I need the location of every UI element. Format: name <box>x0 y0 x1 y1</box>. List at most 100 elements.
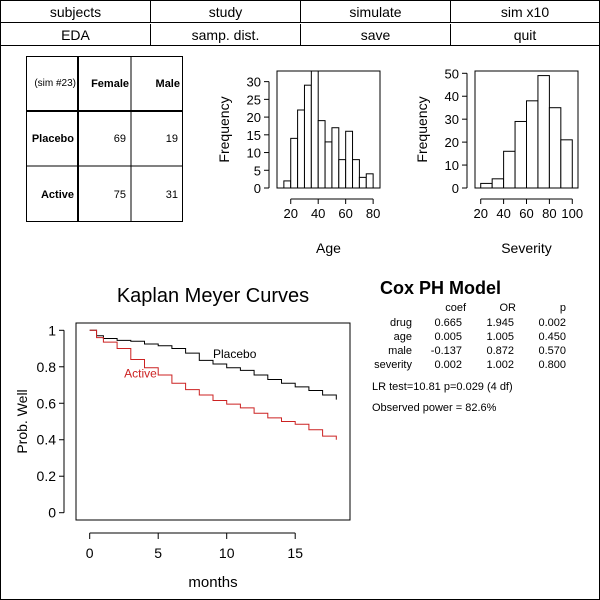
save-button[interactable]: save <box>301 24 451 46</box>
contingency-table-grid <box>26 56 183 222</box>
histogram-bar <box>560 139 573 189</box>
x-tick-label: 10 <box>219 545 235 561</box>
x-tick-label: 0 <box>86 545 94 561</box>
cox-cell: 0.570 <box>538 345 566 357</box>
cox-cell: 1.002 <box>486 359 514 371</box>
histogram-bar <box>290 137 299 189</box>
histogram-bar <box>537 75 550 189</box>
cox-header-coef: coef <box>445 302 466 314</box>
cox-model-title: Cox PH Model <box>380 278 502 298</box>
histogram-bar <box>491 178 505 189</box>
cox-cell: 0.800 <box>538 359 566 371</box>
cox-cell: 0.665 <box>434 317 462 329</box>
cox-cell: 0.002 <box>434 359 462 371</box>
cox-header-or: OR <box>499 302 517 314</box>
km-title: Kaplan Meyer Curves <box>117 285 309 307</box>
y-tick-label: 0.4 <box>37 432 57 448</box>
x-tick-label: 60 <box>519 206 533 221</box>
histogram-bar <box>331 127 340 189</box>
histogram-bar <box>310 70 319 189</box>
histogram-bar <box>297 109 305 189</box>
histogram-bar <box>338 159 347 189</box>
x-axis-label: Severity <box>501 240 552 256</box>
y-tick-label: 30 <box>247 75 261 90</box>
y-tick-label: 25 <box>247 92 261 107</box>
y-tick-label: 10 <box>445 158 459 173</box>
cox-cell: 0.002 <box>538 317 566 329</box>
x-tick-label: 80 <box>366 206 380 221</box>
y-tick-label: 1 <box>48 322 56 338</box>
series-label-active: Active <box>124 367 157 381</box>
x-tick-label: 60 <box>338 206 352 221</box>
quit-button[interactable]: quit <box>451 24 599 46</box>
lr-test-text: LR test=10.81 p=0.029 (4 df) <box>372 381 513 393</box>
histogram-bar <box>514 120 527 189</box>
x-tick-label: 40 <box>311 206 325 221</box>
y-tick-label: 20 <box>445 135 459 150</box>
histogram-bar <box>365 173 374 189</box>
y-tick-label: 0.6 <box>37 395 57 411</box>
cox-cell: 1.945 <box>486 317 514 329</box>
y-tick-label: 10 <box>247 146 261 161</box>
menu-bar: subjects study simulate sim x10 EDA samp… <box>1 1 599 47</box>
y-tick-label: 50 <box>445 66 459 81</box>
x-tick-label: 20 <box>283 206 297 221</box>
age-histogram: 0 5 10 15 20 25 30 20 40 60 80 Age Frequency <box>216 70 381 256</box>
series-label-placebo: Placebo <box>213 347 257 361</box>
cell-placebo-female: 69 <box>113 133 126 145</box>
histogram-bar <box>303 84 312 189</box>
y-tick-label: 5 <box>254 163 261 178</box>
cell-active-female: 75 <box>113 188 126 201</box>
y-tick-label: 40 <box>445 89 459 104</box>
y-tick-label: 0.8 <box>37 359 57 375</box>
observed-power-text: Observed power = 82.6% <box>372 402 497 414</box>
cox-row-label: age <box>393 331 412 343</box>
histogram-bar <box>352 159 360 189</box>
simulate-button[interactable]: simulate <box>301 1 451 23</box>
x-tick-label: 40 <box>496 206 510 221</box>
y-tick-label: 0 <box>48 505 56 521</box>
y-tick-label: 20 <box>247 110 261 125</box>
cox-cell: 0.005 <box>434 331 462 343</box>
y-axis-label: Prob. Well <box>14 389 30 453</box>
row-header-active: Active <box>40 188 74 201</box>
cox-row-label: severity <box>374 359 412 371</box>
y-tick-label: 0.2 <box>37 468 57 484</box>
x-tick-label: 15 <box>287 545 303 561</box>
y-axis-label: Frequency <box>216 96 232 162</box>
survival-curve-active <box>89 329 337 440</box>
severity-histogram: 0 10 20 30 40 50 20 40 60 80 100 Severity Frequency <box>414 66 583 256</box>
table-corner-label: (sim #23) <box>34 78 76 89</box>
eda-button[interactable]: EDA <box>1 24 151 46</box>
plot-frame <box>75 322 351 521</box>
y-tick-label: 0 <box>254 181 261 196</box>
x-tick-label: 5 <box>154 545 162 561</box>
y-tick-label: 15 <box>247 128 261 143</box>
cox-row-label: male <box>388 345 412 357</box>
histogram-bar <box>283 180 292 189</box>
study-button[interactable]: study <box>151 1 301 23</box>
column-header-male: Male <box>155 77 180 90</box>
histogram-bar <box>345 130 354 189</box>
histogram-bar <box>358 176 367 189</box>
subjects-button[interactable]: subjects <box>1 1 151 23</box>
histogram-bar <box>526 100 539 189</box>
y-tick-label: 30 <box>445 112 459 127</box>
y-axis-label: Frequency <box>414 96 430 162</box>
cox-cell: -0.137 <box>430 345 462 357</box>
y-tick-label: 0 <box>452 181 459 196</box>
sim-x10-button[interactable]: sim x10 <box>451 1 599 23</box>
survival-curve-placebo <box>89 329 337 400</box>
cox-cell: 0.872 <box>486 345 514 357</box>
histogram-bar <box>503 150 516 189</box>
cox-cell: 1.005 <box>486 331 514 343</box>
cox-row-label: drug <box>389 317 412 329</box>
histogram-bar <box>548 107 562 189</box>
sampling-distribution-button[interactable]: samp. dist. <box>151 24 301 46</box>
cox-cell: 0.450 <box>538 331 566 343</box>
x-tick-label: 80 <box>542 206 556 221</box>
x-tick-label: 100 <box>561 206 583 221</box>
